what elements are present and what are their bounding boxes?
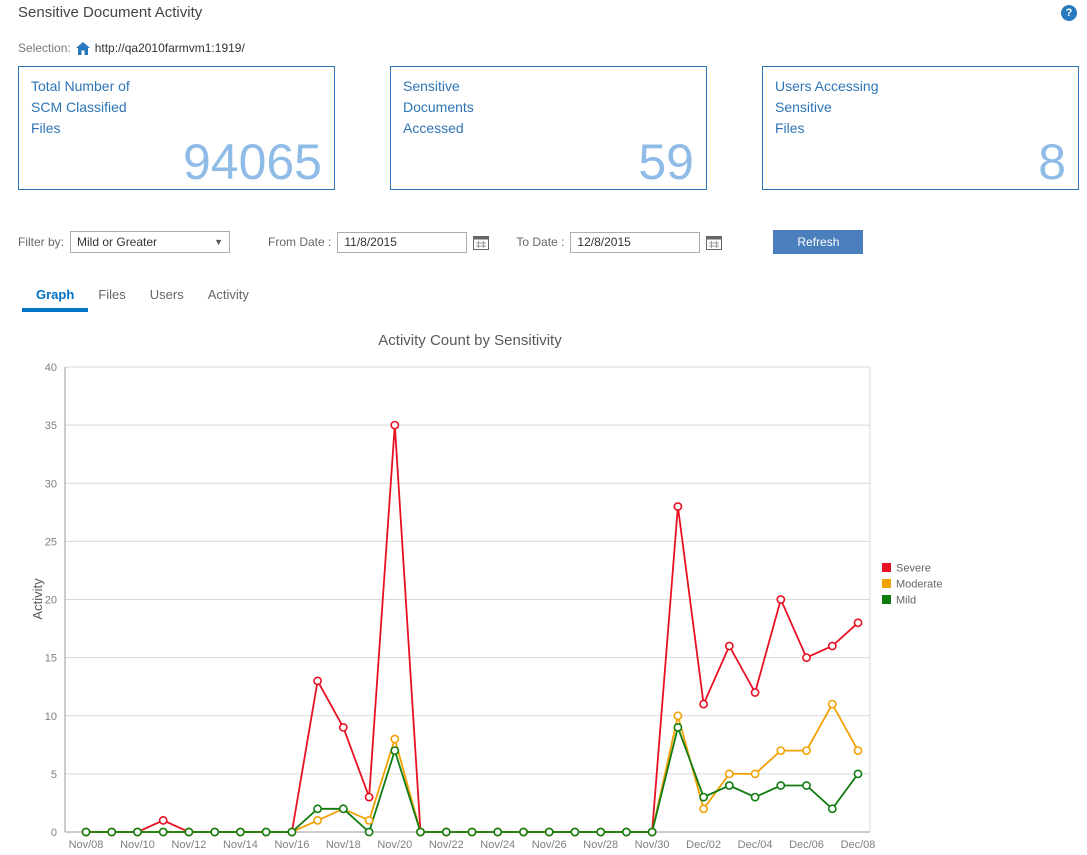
x-tick-label: Nov/20 xyxy=(377,839,412,851)
x-tick-label: Nov/28 xyxy=(583,839,618,851)
series-line-mild xyxy=(86,724,859,834)
card-label-line: Files xyxy=(31,120,61,136)
y-tick-label: 15 xyxy=(45,653,57,665)
y-tick-label: 25 xyxy=(45,536,57,548)
x-tick-label: Nov/08 xyxy=(69,839,104,851)
card-value: 8 xyxy=(1038,134,1066,190)
tab-files[interactable]: Files xyxy=(98,287,126,302)
legend-swatch-mild xyxy=(882,595,891,604)
tab-activity[interactable]: Activity xyxy=(207,287,249,302)
from-date-calendar-icon[interactable] xyxy=(471,233,491,251)
home-icon xyxy=(75,41,90,55)
y-tick-label: 35 xyxy=(45,420,57,432)
card-label-line: Documents xyxy=(403,99,474,115)
tab-bar: Graph Files Users Activity xyxy=(21,284,261,312)
card-label-line: Users Accessing xyxy=(775,78,879,94)
x-tick-label: Nov/26 xyxy=(532,839,567,851)
y-tick-label: 40 xyxy=(45,362,57,374)
x-tick-label: Nov/30 xyxy=(635,839,670,851)
filter-by-selected-value: Mild or Greater xyxy=(77,235,158,249)
tab-users[interactable]: Users xyxy=(149,287,184,302)
card-label-line: Sensitive xyxy=(775,99,832,115)
card-value: 59 xyxy=(638,134,694,190)
stat-cards: Total Number of SCM Classified Files 940… xyxy=(18,66,1085,190)
y-tick-label: 5 xyxy=(51,769,57,781)
tab-graph[interactable]: Graph xyxy=(21,284,89,312)
card-label-line: Accessed xyxy=(403,120,464,136)
to-date-calendar-icon[interactable] xyxy=(704,233,724,251)
from-date-input[interactable] xyxy=(337,231,468,253)
legend-label-severe: Severe xyxy=(896,563,931,575)
chart-title: Activity Count by Sensitivity xyxy=(378,332,562,349)
to-date-label: To Date : xyxy=(516,235,565,249)
selection-row: Selection: http://qa2010farmvm1:1919/ xyxy=(18,41,245,55)
filter-by-label: Filter by: xyxy=(18,235,65,249)
x-tick-label: Nov/18 xyxy=(326,839,361,851)
x-tick-label: Dec/04 xyxy=(738,839,773,851)
card-label-line: Sensitive xyxy=(403,78,460,94)
filter-by-select[interactable]: Mild or Greater ▼ xyxy=(70,231,231,253)
x-tick-label: Nov/12 xyxy=(171,839,206,851)
activity-chart: 0 5 10 15 20 25 30 35 40 Nov/08 Nov/10 Nov/12 Nov/14… xyxy=(30,362,942,851)
series-line-severe xyxy=(86,425,859,833)
y-tick-label: 0 xyxy=(51,827,57,839)
legend-label-moderate: Moderate xyxy=(896,579,942,591)
x-tick-label: Dec/08 xyxy=(841,839,876,851)
card-label-line: SCM Classified xyxy=(31,99,127,115)
x-tick-label: Nov/14 xyxy=(223,839,258,851)
page-title: Sensitive Document Activity xyxy=(18,4,203,21)
legend-swatch-moderate xyxy=(882,579,891,588)
x-tick-label: Nov/22 xyxy=(429,839,464,851)
stat-card-total-files: Total Number of SCM Classified Files 940… xyxy=(18,66,335,190)
from-date-label: From Date : xyxy=(268,235,332,249)
y-tick-label: 10 xyxy=(45,711,57,723)
stat-card-users-accessing: Users Accessing Sensitive Files 8 xyxy=(762,66,1079,190)
filter-row: Filter by: Mild or Greater ▼ From Date :… xyxy=(18,229,1078,255)
series-line-moderate xyxy=(86,702,859,833)
help-icon[interactable]: ? xyxy=(1061,5,1077,21)
to-date-input[interactable] xyxy=(570,231,701,253)
x-tick-label: Nov/16 xyxy=(274,839,309,851)
y-tick-label: 30 xyxy=(45,478,57,490)
selection-label: Selection: xyxy=(18,41,71,55)
chevron-down-icon: ▼ xyxy=(214,237,224,247)
x-tick-label: Nov/10 xyxy=(120,839,155,851)
legend-label-mild: Mild xyxy=(896,595,916,607)
refresh-button[interactable]: Refresh xyxy=(773,230,864,254)
y-tick-label: 20 xyxy=(45,595,57,607)
selection-url-link[interactable]: http://qa2010farmvm1:1919/ xyxy=(94,41,245,55)
x-tick-label: Dec/06 xyxy=(789,839,824,851)
series-markers-moderate xyxy=(81,699,863,837)
card-label-line: Total Number of xyxy=(31,78,130,94)
series-markers-mild xyxy=(81,722,863,837)
card-value: 94065 xyxy=(182,134,322,190)
x-tick-label: Dec/02 xyxy=(686,839,721,851)
chart-legend: Severe Moderate Mild xyxy=(882,563,942,607)
y-axis-label: Activity xyxy=(30,578,45,620)
legend-swatch-severe xyxy=(882,563,891,572)
card-label-line: Files xyxy=(775,120,805,136)
stat-card-docs-accessed: Sensitive Documents Accessed 59 xyxy=(390,66,707,190)
x-tick-label: Nov/24 xyxy=(480,839,515,851)
